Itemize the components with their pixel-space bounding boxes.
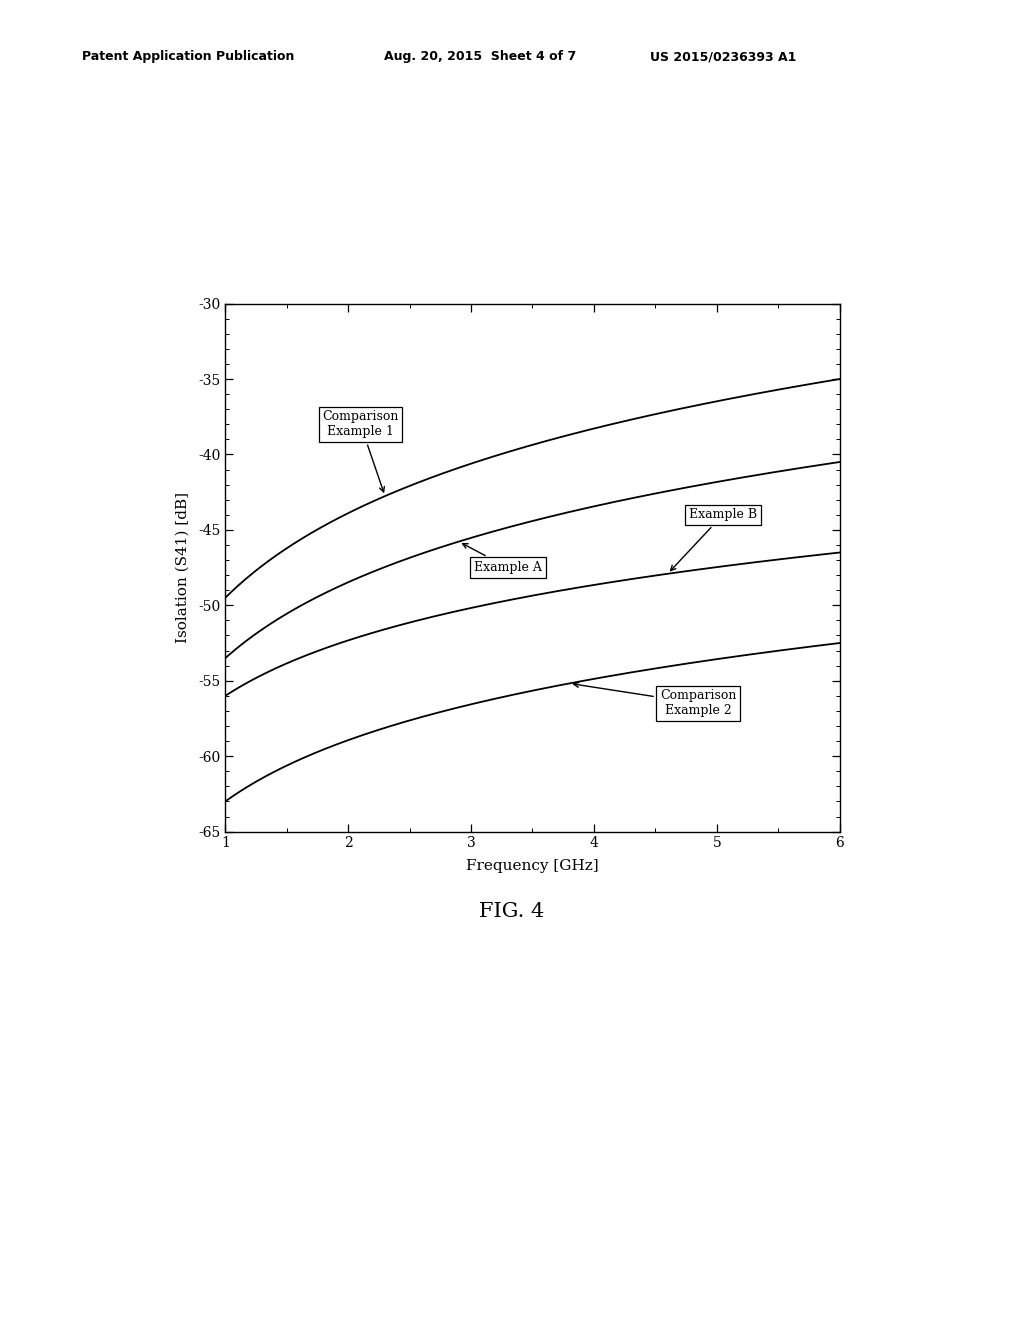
Text: FIG. 4: FIG. 4 — [479, 903, 545, 921]
Text: Comparison
Example 2: Comparison Example 2 — [573, 682, 736, 717]
Text: Example A: Example A — [463, 544, 542, 574]
Text: Example B: Example B — [671, 508, 757, 570]
Text: US 2015/0236393 A1: US 2015/0236393 A1 — [650, 50, 797, 63]
X-axis label: Frequency [GHz]: Frequency [GHz] — [466, 859, 599, 873]
Text: Aug. 20, 2015  Sheet 4 of 7: Aug. 20, 2015 Sheet 4 of 7 — [384, 50, 577, 63]
Text: Patent Application Publication: Patent Application Publication — [82, 50, 294, 63]
Y-axis label: Isolation (S41) [dB]: Isolation (S41) [dB] — [176, 492, 189, 643]
Text: Comparison
Example 1: Comparison Example 1 — [323, 411, 398, 492]
